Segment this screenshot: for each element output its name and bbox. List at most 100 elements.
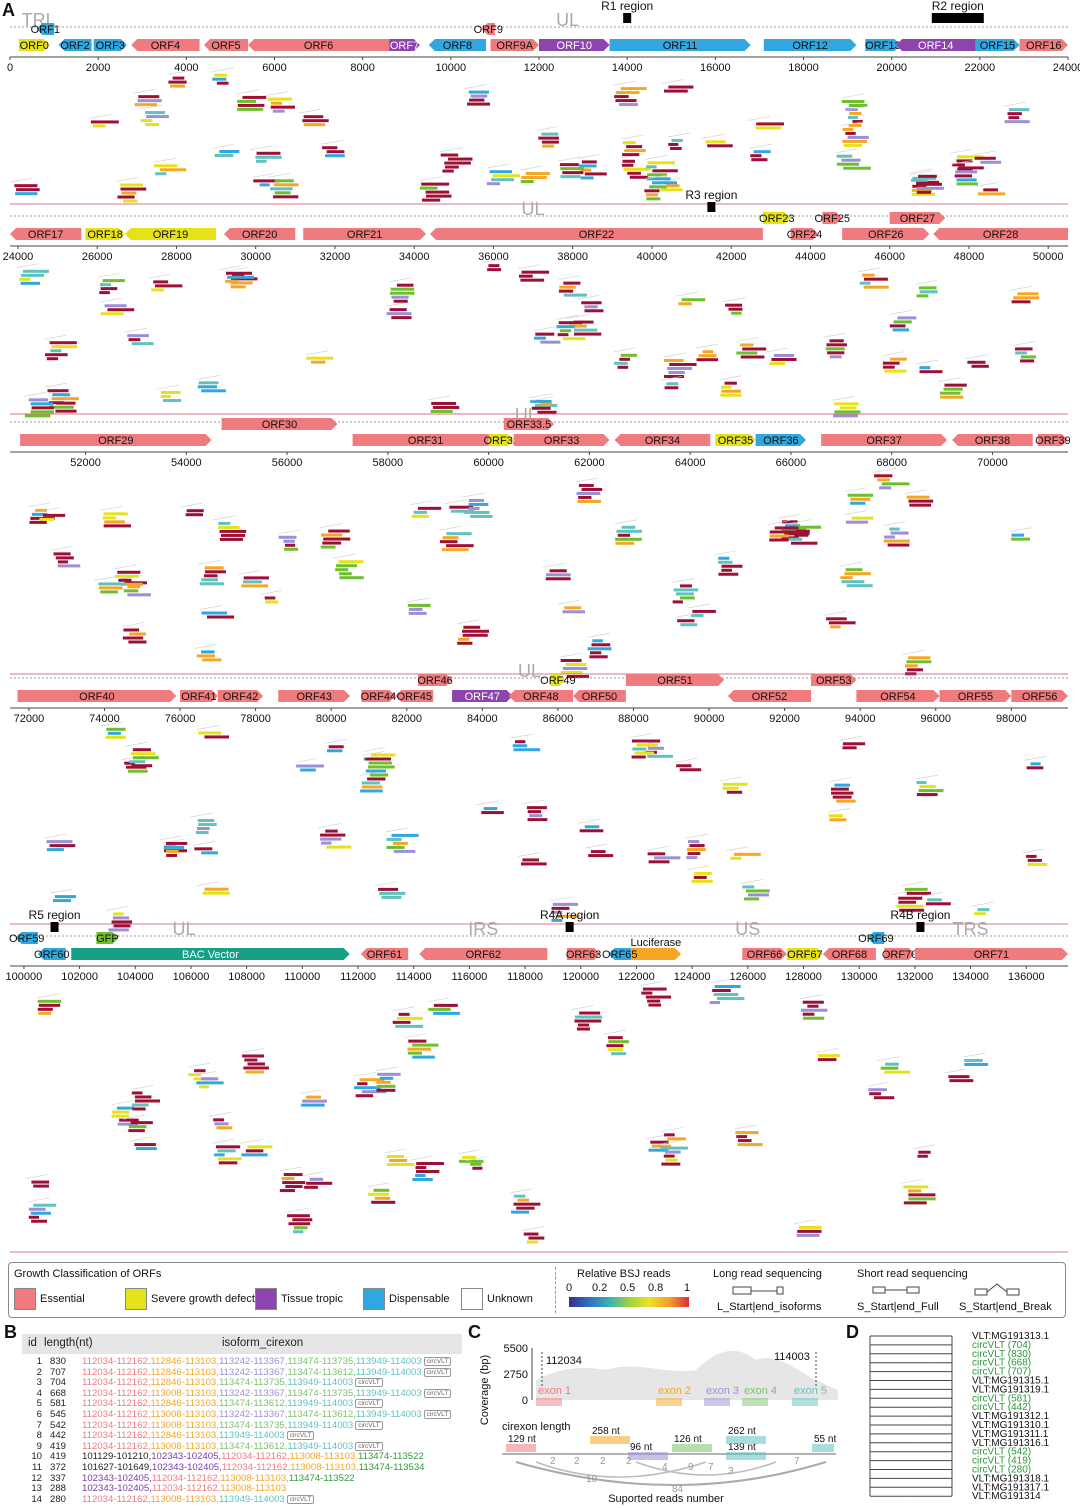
read-bar xyxy=(188,1073,201,1077)
exon-range: 112034-112162, xyxy=(82,1440,151,1452)
read-connector xyxy=(50,546,73,551)
exon-label: exon 5 xyxy=(794,1385,827,1397)
read-bar xyxy=(526,806,547,810)
read-bar xyxy=(830,787,849,791)
cirexon-segment xyxy=(726,1452,766,1460)
annot-label: R5 region xyxy=(29,908,81,922)
tree-leaf-label: circVLT (668) xyxy=(972,1358,1031,1369)
legend-swatch-dispensable xyxy=(363,1288,385,1310)
exon-range: 112034-112162, xyxy=(151,1483,221,1495)
read-bar xyxy=(132,756,159,760)
orf-orf4 xyxy=(131,39,200,51)
read-bar xyxy=(753,150,771,154)
insert-label: GFP xyxy=(96,933,119,945)
read-bar xyxy=(577,499,601,503)
read-bar xyxy=(641,991,653,995)
read-bar xyxy=(160,395,171,399)
exon-range: 113949-114003 xyxy=(287,1419,354,1431)
exon-range: 113008-113103, xyxy=(220,1472,289,1484)
read-connector xyxy=(630,733,653,738)
read-bar xyxy=(412,1043,439,1047)
read-bar xyxy=(287,1214,310,1218)
orf-orf33 xyxy=(513,434,610,446)
exon-range: 113008-113103, xyxy=(289,1451,359,1463)
read-bar xyxy=(632,739,660,743)
read-bar xyxy=(847,115,858,119)
exon-range: 112034-112162, xyxy=(82,1398,151,1410)
read-bar xyxy=(740,355,765,359)
read-connector xyxy=(576,477,599,483)
read-bar xyxy=(721,385,732,389)
read-bar xyxy=(1011,300,1031,304)
annot-marker xyxy=(931,13,984,23)
read-connector xyxy=(614,519,638,525)
read-bar xyxy=(722,786,739,790)
read-bar xyxy=(668,85,694,89)
exon-range: 113008-113103, xyxy=(290,1462,359,1473)
read-bar xyxy=(99,283,112,287)
read-bar xyxy=(652,169,678,173)
read-bar xyxy=(1015,347,1033,351)
read-connector xyxy=(279,1166,302,1172)
read-bar xyxy=(802,1000,824,1004)
read-bar xyxy=(926,902,951,906)
read-bar xyxy=(698,354,717,358)
read-connector xyxy=(16,263,39,269)
read-connector xyxy=(140,104,163,110)
read-bar xyxy=(859,281,871,285)
read-bar xyxy=(1020,359,1035,363)
table-row: 11 372 101627-101649,102343-102405,112034-… xyxy=(22,1462,462,1473)
read-bar xyxy=(131,342,154,346)
cirexon-length: 126 nt xyxy=(674,1434,702,1445)
read-bar xyxy=(304,1185,318,1189)
read-connector xyxy=(877,1056,900,1061)
read-bar xyxy=(215,1145,241,1149)
read-bar xyxy=(418,506,442,510)
tick-label: 62000 xyxy=(574,457,605,469)
read-bar xyxy=(903,1185,929,1189)
read-bar xyxy=(948,1075,970,1079)
read-bar xyxy=(468,90,489,94)
read-connector xyxy=(197,725,220,730)
read-bar xyxy=(517,1198,530,1202)
read-bar xyxy=(873,1096,895,1100)
cirexon-segment xyxy=(672,1444,712,1452)
row-isoform: 102343-102405,112034-112162,113008-11310… xyxy=(82,1473,355,1484)
read-bar xyxy=(113,924,131,928)
circvlt-tag: circVLT xyxy=(286,1494,315,1504)
read-bar xyxy=(256,151,281,155)
read-bar xyxy=(522,858,540,862)
header-id: id xyxy=(28,1337,37,1349)
read-bar xyxy=(376,1080,391,1084)
region-label-us: US xyxy=(735,919,760,939)
arc-count: 10 xyxy=(586,1474,598,1485)
read-bar xyxy=(131,764,153,768)
row-length: 581 xyxy=(50,1398,67,1410)
read-bar xyxy=(829,339,844,343)
read-bar xyxy=(247,1062,265,1066)
orf-label-orf9a: ORF9A xyxy=(496,40,533,52)
read-bar xyxy=(416,1162,445,1166)
read-bar xyxy=(115,574,139,578)
read-bar xyxy=(927,898,942,902)
read-bar xyxy=(395,1024,424,1028)
read-bar xyxy=(906,495,930,499)
read-bar xyxy=(841,580,865,584)
exon-range: 112034-112162, xyxy=(151,1472,221,1484)
read-bar xyxy=(376,1084,396,1088)
read-connector xyxy=(839,561,862,567)
read-bar xyxy=(433,1003,458,1007)
read-bar xyxy=(204,887,229,891)
orf-label-orf33: ORF33 xyxy=(544,435,579,447)
legend-divider xyxy=(555,1267,556,1313)
read-bar xyxy=(55,556,74,560)
tick-label: 24000 xyxy=(3,251,34,263)
read-bar xyxy=(365,769,386,773)
tick-label: 76000 xyxy=(165,713,196,725)
read-bar xyxy=(128,1125,147,1129)
tree-leaf-label: VLT:MG191313.1 xyxy=(972,1331,1050,1342)
read-bar xyxy=(904,887,928,891)
read-connector xyxy=(571,1005,594,1010)
read-connector xyxy=(286,1207,309,1213)
read-bar xyxy=(918,174,937,178)
